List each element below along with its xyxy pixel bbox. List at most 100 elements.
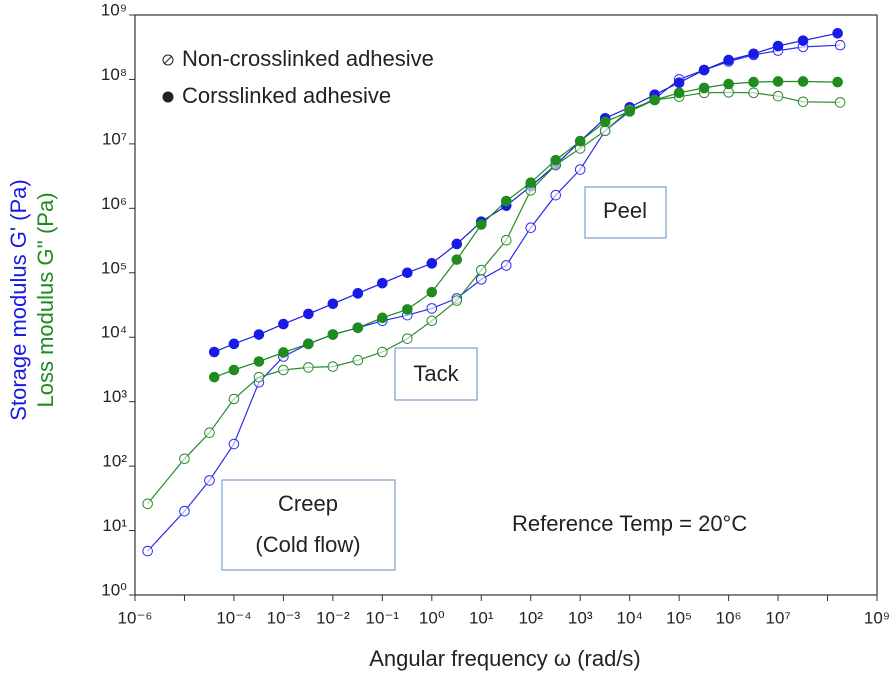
- annotation-box: [394, 347, 478, 401]
- y-tick-label: 10⁵: [101, 258, 127, 277]
- data-point: [748, 48, 759, 60]
- legend-label: Corsslinked adhesive: [182, 83, 391, 108]
- data-point: [500, 260, 512, 271]
- data-point: [303, 308, 314, 320]
- annotation-box: [221, 479, 396, 571]
- data-point: [475, 264, 487, 276]
- annotation: Creep: [278, 491, 338, 516]
- y-axis-label-2: Loss modulus G'' (Pa): [33, 192, 58, 407]
- data-point: [402, 304, 413, 315]
- data-point: [451, 295, 463, 306]
- data-point: [228, 438, 240, 450]
- data-point: [698, 82, 710, 94]
- data-point: [673, 87, 685, 99]
- data-point: [834, 39, 846, 51]
- y-axis-label: Storage modulus G' (Pa): [6, 179, 31, 420]
- data-point: [475, 219, 487, 230]
- data-point: [377, 277, 388, 289]
- series-line: [147, 91, 841, 505]
- data-point: [550, 154, 562, 166]
- data-point: [303, 338, 314, 350]
- data-point: [204, 427, 215, 438]
- series-line: [147, 44, 841, 552]
- data-point: [698, 64, 710, 76]
- data-point: [525, 222, 537, 234]
- data-point: [179, 453, 190, 465]
- data-point: [772, 90, 784, 102]
- data-point: [574, 135, 586, 147]
- x-tick-label: 10⁰: [419, 608, 445, 627]
- annotation: Peel: [603, 198, 647, 223]
- data-point: [748, 87, 759, 99]
- data-point: [797, 96, 809, 108]
- x-tick-label: 10¹: [469, 608, 494, 627]
- data-point: [426, 315, 438, 327]
- legend-marker: [163, 55, 173, 65]
- x-tick-label: 10⁻²: [316, 608, 350, 627]
- data-point: [426, 286, 438, 298]
- data-point: [142, 545, 153, 557]
- data-point: [550, 189, 562, 201]
- data-point: [772, 40, 784, 52]
- data-point: [426, 258, 438, 269]
- x-tick-label: 10²: [518, 608, 543, 627]
- data-point: [525, 177, 537, 188]
- x-tick-label: 10³: [568, 608, 593, 627]
- legend-marker: [162, 91, 174, 103]
- data-point: [451, 238, 463, 250]
- x-tick-label: 10⁻¹: [366, 608, 400, 627]
- data-point: [352, 288, 364, 299]
- data-point: [253, 329, 265, 340]
- x-tick-label: 10⁻³: [267, 608, 301, 627]
- data-point: [797, 35, 809, 46]
- x-tick-label: 10⁷: [766, 608, 791, 627]
- x-tick-label: 10⁻⁶: [118, 608, 153, 627]
- data-point: [208, 346, 220, 358]
- data-point: [204, 475, 215, 486]
- data-point: [451, 254, 463, 265]
- data-point: [500, 195, 512, 207]
- data-point: [649, 94, 660, 106]
- data-point: [624, 106, 635, 117]
- data-point: [352, 354, 364, 366]
- data-point: [303, 362, 314, 373]
- y-tick-label: 10⁴: [101, 323, 127, 342]
- data-point: [574, 164, 586, 175]
- y-tick-label: 10⁹: [101, 0, 127, 19]
- data-point: [208, 371, 220, 383]
- y-tick-label: 10⁷: [102, 129, 127, 148]
- x-tick-label: 10⁵: [666, 608, 692, 627]
- plot-frame: [134, 14, 878, 596]
- y-tick-label: 10⁸: [101, 65, 127, 84]
- y-tick-label: 10³: [102, 387, 127, 406]
- x-tick-label: 10⁴: [617, 608, 643, 627]
- x-axis-label: Angular frequency ω (rad/s): [369, 646, 641, 671]
- y-tick-label: 10⁶: [101, 194, 127, 213]
- data-point: [772, 76, 784, 87]
- annotation: Reference Temp = 20°C: [512, 511, 747, 536]
- data-point: [402, 333, 413, 344]
- annotation: Tack: [413, 361, 459, 386]
- data-point: [327, 329, 339, 340]
- data-point: [723, 78, 734, 90]
- data-point: [352, 322, 364, 334]
- annotation: (Cold flow): [255, 532, 360, 557]
- data-point: [500, 234, 512, 246]
- y-tick-label: 10¹: [102, 516, 127, 535]
- data-point: [599, 116, 611, 128]
- data-point: [278, 318, 289, 330]
- data-point: [832, 28, 843, 39]
- data-point: [402, 267, 413, 279]
- data-point: [179, 505, 190, 517]
- data-point: [475, 274, 487, 285]
- x-tick-label: 10⁻⁴: [216, 608, 251, 627]
- data-point: [278, 364, 289, 376]
- data-point: [278, 347, 289, 358]
- data-point: [228, 393, 240, 405]
- data-point: [228, 338, 240, 350]
- data-point: [253, 356, 265, 367]
- marks: [142, 28, 846, 557]
- data-point: [723, 54, 734, 66]
- data-point: [834, 97, 846, 108]
